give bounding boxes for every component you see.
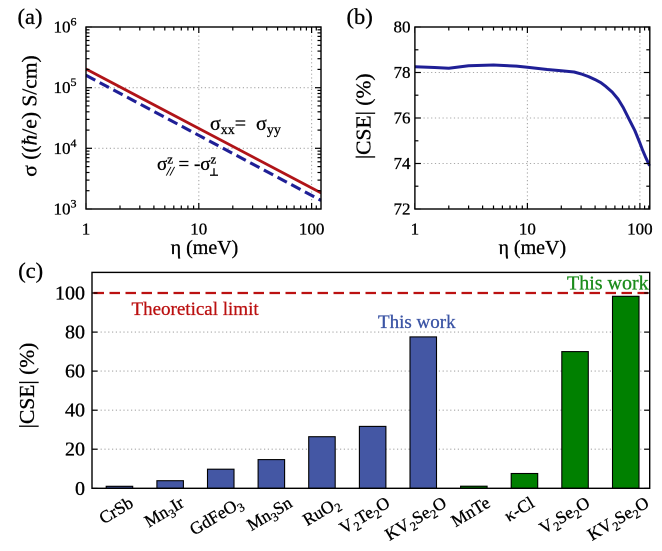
svg-text:η (meV): η (meV) — [171, 237, 239, 259]
svg-text:10: 10 — [519, 220, 536, 239]
svg-text:100: 100 — [299, 220, 325, 239]
svg-text:This work: This work — [378, 312, 456, 333]
svg-text:= -σ: = -σ — [179, 154, 211, 175]
svg-text:z: z — [167, 152, 173, 167]
svg-text:σ: σ — [157, 154, 167, 175]
svg-text:60: 60 — [65, 361, 85, 383]
svg-text:78: 78 — [394, 63, 411, 82]
svg-text:100: 100 — [627, 220, 653, 239]
svg-text:74: 74 — [394, 154, 412, 173]
svg-text:80: 80 — [394, 18, 411, 37]
svg-text:η (meV): η (meV) — [498, 237, 566, 259]
svg-text:This work: This work — [567, 273, 649, 295]
svg-text:(c): (c) — [18, 258, 43, 283]
svg-text:σxx= σyy: σxx= σyy — [210, 113, 281, 138]
svg-text:10: 10 — [190, 220, 207, 239]
svg-text:20: 20 — [65, 439, 85, 461]
svg-text:0: 0 — [75, 478, 85, 500]
svg-text:Theoretical limit: Theoretical limit — [132, 299, 260, 320]
svg-text:40: 40 — [65, 400, 85, 422]
svg-text:(b): (b) — [347, 4, 373, 29]
svg-text:80: 80 — [65, 322, 85, 344]
svg-text:1: 1 — [411, 220, 420, 239]
svg-text:|CSE| (%): |CSE| (%) — [15, 343, 39, 429]
svg-text:z: z — [211, 152, 217, 167]
svg-text:76: 76 — [394, 109, 411, 128]
svg-text:|CSE| (%): |CSE| (%) — [352, 73, 376, 159]
svg-text:σ ((ħ/e) S/cm): σ ((ħ/e) S/cm) — [18, 55, 42, 176]
svg-text:(a): (a) — [18, 4, 43, 29]
svg-text:100: 100 — [55, 283, 85, 305]
svg-text:1: 1 — [82, 220, 91, 239]
svg-text://: // — [166, 164, 176, 179]
svg-text:72: 72 — [394, 200, 411, 219]
